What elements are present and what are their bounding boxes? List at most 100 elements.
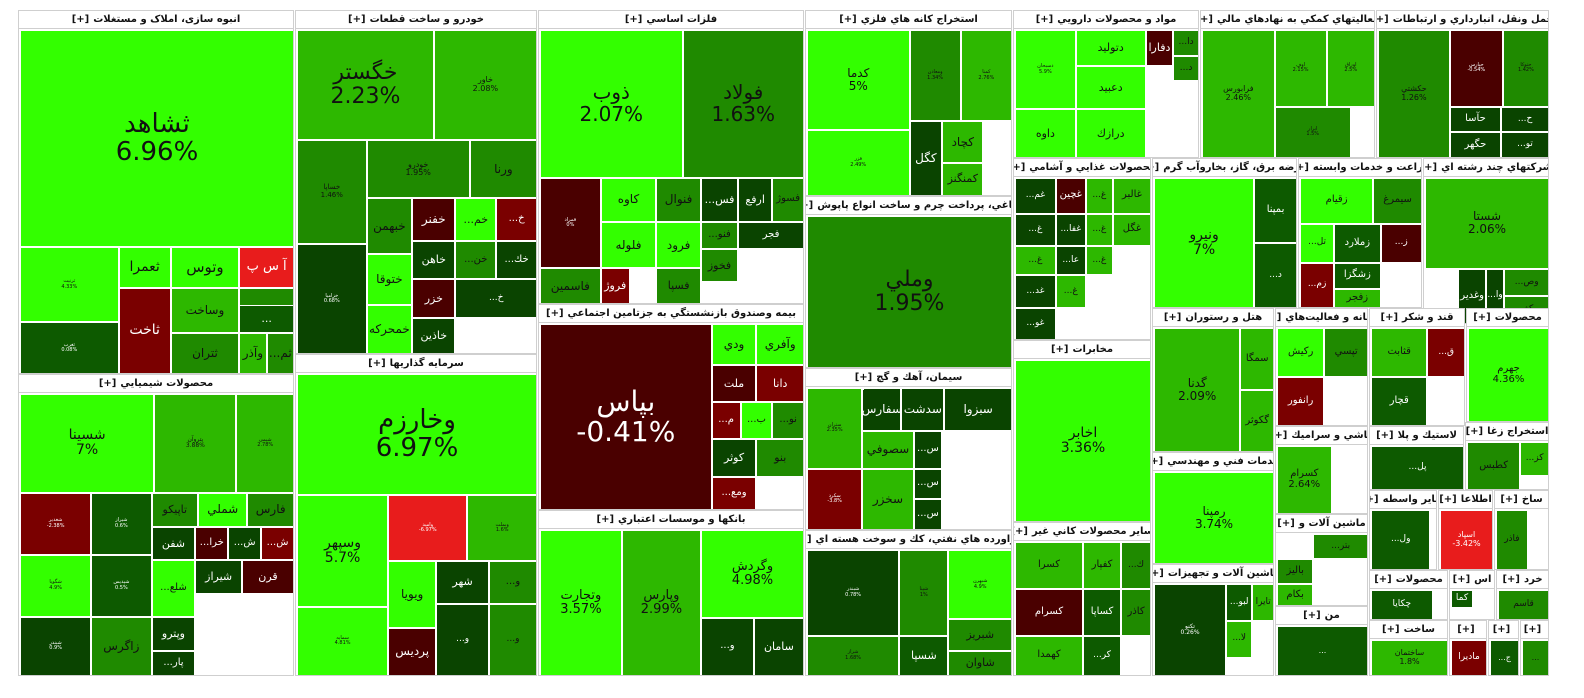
sector-header[interactable]: حمل ونقل، انبارداري و ارتباطات[+] — [1377, 11, 1548, 29]
stock-tile[interactable]: كساپا — [1083, 588, 1122, 636]
expand-sector-button[interactable]: [+] — [1303, 610, 1321, 621]
stock-tile[interactable]: تاپيكو — [151, 492, 199, 527]
stock-tile[interactable]: ...و — [489, 561, 536, 604]
sector-header[interactable]: محصولات [+] — [1467, 309, 1548, 327]
stock-tile[interactable]: وامید -6.97% — [388, 494, 468, 562]
stock-tile[interactable]: ...عا — [1055, 246, 1086, 276]
stock-tile[interactable]: ...تل — [1300, 223, 1335, 263]
stock-tile[interactable]: قچار — [1371, 377, 1428, 425]
stock-tile[interactable]: فسوژ — [772, 177, 803, 222]
stock-tile[interactable]: ...خن — [455, 240, 497, 280]
expand-sector-button[interactable]: [+] — [1452, 574, 1471, 585]
stock-tile[interactable]: سمایه 4.81% — [297, 606, 389, 675]
stock-tile[interactable]: زملارد — [1334, 223, 1381, 263]
stock-tile[interactable]: وساخت — [170, 288, 240, 333]
stock-tile[interactable]: ...كز — [1520, 442, 1548, 476]
stock-tile[interactable]: فاذر — [1496, 510, 1528, 569]
stock-tile[interactable]: كگل — [909, 121, 943, 195]
stock-tile[interactable]: ابرار 1.5% — [1274, 106, 1351, 157]
stock-tile[interactable]: ...كر — [1083, 635, 1122, 675]
sector-header[interactable]: سایر محصولات كاني غير[+] — [1014, 523, 1150, 541]
stock-tile[interactable]: ...لبو — [1226, 584, 1253, 621]
expand-sector-button[interactable]: [+] — [1276, 430, 1288, 441]
stock-tile[interactable]: وبملت 1.6% — [467, 494, 536, 562]
stock-tile[interactable]: دعبيد — [1075, 65, 1146, 110]
sector-header[interactable]: ماشين آلات و تجهيزات[+] — [1153, 565, 1273, 583]
expand-sector-button[interactable]: [+] — [1439, 494, 1457, 505]
stock-tile[interactable]: ركيش — [1277, 328, 1325, 377]
stock-tile[interactable]: كهمدا — [1015, 635, 1083, 675]
stock-tile[interactable]: حپارس -0.54% — [1449, 30, 1503, 107]
stock-tile[interactable]: ...ثم — [266, 332, 293, 373]
stock-tile[interactable]: ماديرا — [1451, 640, 1486, 675]
stock-tile[interactable]: جهرم 4.36% — [1468, 328, 1548, 421]
stock-tile[interactable]: خاور 2.08% — [433, 30, 536, 141]
stock-tile[interactable]: شاوان — [948, 650, 1011, 675]
stock-tile[interactable]: پرديس — [388, 627, 437, 675]
sector-header[interactable]: فلزات اساسي [+] — [539, 11, 803, 29]
expand-sector-button[interactable]: [+] — [1277, 518, 1295, 529]
stock-tile[interactable]: فرود — [656, 221, 702, 269]
expand-sector-button[interactable]: [+] — [1382, 624, 1400, 635]
expand-sector-button[interactable]: [+] — [1153, 568, 1164, 579]
sector-header[interactable]: سایر واسطه[+] — [1370, 491, 1436, 509]
stock-tile[interactable]: گكوثر — [1240, 390, 1273, 451]
sector-header[interactable]: دباغي، پرداخت چرم و ساخت انواع پاپوش[+] — [806, 197, 1011, 215]
stock-tile[interactable]: غگل — [1112, 213, 1150, 247]
stock-tile[interactable]: اوراق 2.5% — [1326, 30, 1374, 107]
stock-tile[interactable]: زفجر — [1334, 288, 1381, 307]
stock-tile[interactable]: سصوفي — [862, 430, 914, 469]
sector-header[interactable]: [+] — [1489, 621, 1518, 639]
expand-sector-button[interactable]: [+] — [1153, 456, 1164, 467]
stock-tile[interactable]: بنو — [756, 439, 803, 477]
stock-tile[interactable]: شبريز — [948, 619, 1011, 651]
stock-tile[interactable]: كدما 5% — [807, 30, 910, 130]
expand-sector-button[interactable]: [+] — [839, 14, 857, 25]
expand-sector-button[interactable]: [+] — [71, 14, 90, 25]
stock-tile[interactable]: فارس — [247, 492, 293, 527]
stock-tile[interactable]: ونيرو 7% — [1154, 178, 1255, 307]
stock-tile[interactable]: ...س — [913, 498, 943, 529]
stock-tile[interactable]: بپاس -0.41% — [540, 324, 712, 509]
stock-tile[interactable]: كاوه — [600, 177, 657, 222]
stock-tile[interactable]: ويويا — [388, 561, 437, 628]
sector-header[interactable]: فعاليتهاي كمكي به نهادهاي مالي[+] — [1201, 11, 1374, 29]
stock-tile[interactable]: ...ش — [228, 526, 262, 561]
stock-tile[interactable]: حكشتي 1.26% — [1378, 30, 1450, 157]
stock-tile[interactable]: فزر 2.49% — [807, 129, 910, 195]
sector-header[interactable]: انبوه سازی، املاک و مستغلات [+] — [19, 11, 293, 29]
stock-tile[interactable]: شهر — [436, 561, 489, 604]
stock-tile[interactable]: فرابورس 2.46% — [1202, 30, 1275, 157]
stock-tile[interactable]: خساپا 1.46% — [297, 140, 367, 244]
stock-tile[interactable]: ...فنو — [701, 221, 738, 250]
sector-header[interactable]: خودرو و ساخت قطعات [+] — [296, 11, 536, 29]
stock-tile[interactable]: ...س — [913, 430, 943, 469]
stock-tile[interactable]: زشگزا — [1334, 262, 1381, 289]
stock-tile[interactable]: دتوليد — [1075, 30, 1146, 66]
sector-header[interactable]: [+] — [1521, 621, 1548, 639]
stock-tile[interactable]: تپسي — [1324, 328, 1367, 377]
stock-tile[interactable]: ...ب — [740, 402, 773, 440]
stock-tile[interactable]: ...غ — [1015, 213, 1056, 247]
expand-sector-button[interactable]: [+] — [1457, 624, 1475, 635]
stock-tile[interactable]: ...زم — [1300, 262, 1335, 307]
stock-tile[interactable]: تايرا — [1252, 584, 1273, 621]
stock-tile[interactable]: شپدیس 0.5% — [91, 554, 152, 617]
stock-tile[interactable]: سبزوا — [944, 388, 1011, 431]
stock-tile[interactable]: ...و — [701, 617, 754, 675]
stock-tile[interactable]: ...ق — [1427, 328, 1464, 377]
stock-tile[interactable]: شگویا 4.9% — [20, 554, 92, 617]
stock-tile[interactable]: كما — [1451, 590, 1473, 608]
stock-tile[interactable]: رانفور — [1277, 377, 1325, 425]
stock-tile[interactable]: شیراز 0.6% — [91, 492, 152, 555]
sector-header[interactable]: خدمات فني و مهندسي[+] — [1153, 453, 1273, 471]
sector-header[interactable]: زراعت و خدمات وابسته[+] — [1299, 159, 1421, 177]
stock-tile[interactable]: قرن — [241, 560, 293, 595]
stock-tile[interactable]: خاذين — [412, 318, 456, 353]
sector-header[interactable]: ساخ [+] — [1495, 491, 1548, 509]
stock-tile[interactable]: درازك — [1075, 109, 1146, 157]
sector-header[interactable]: سرمايه گذاريها [+] — [296, 355, 536, 373]
sector-header[interactable]: عرضه برق، گاز، بخاروآب گرم[+] — [1153, 159, 1296, 177]
stock-tile[interactable]: ...تو — [1501, 132, 1548, 157]
expand-sector-button[interactable]: [+] — [1201, 14, 1214, 25]
